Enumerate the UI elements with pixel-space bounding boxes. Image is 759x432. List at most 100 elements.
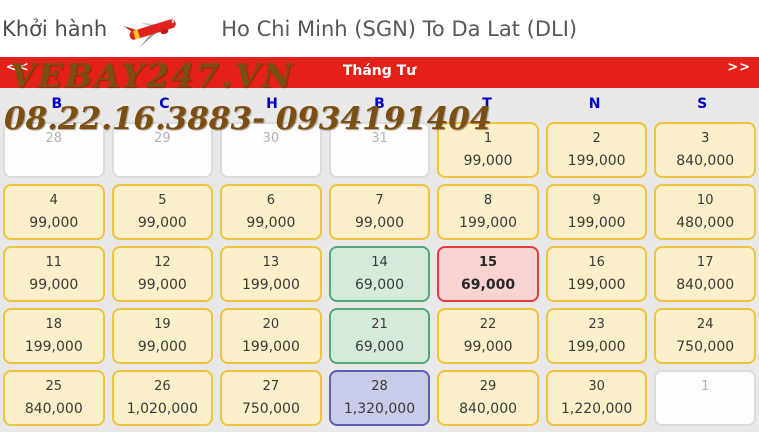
day-number: 28 <box>45 131 63 146</box>
fare-price: 69,000 <box>354 277 404 293</box>
day-number: 16 <box>588 255 605 270</box>
weekday-label: C <box>159 96 170 112</box>
fare-cell[interactable]: 1 99,000 <box>437 122 539 178</box>
day-number: 18 <box>45 317 63 332</box>
day-number: 30 <box>588 379 605 394</box>
fare-cell[interactable]: 5 99,000 <box>111 184 214 240</box>
weekday-label: B <box>374 96 385 112</box>
fare-cell[interactable]: 18 199,000 <box>3 308 105 364</box>
fare-cell[interactable]: 4 99,000 <box>3 184 105 240</box>
fare-cell[interactable]: 21 69,000 <box>328 308 431 364</box>
fare-price: 99,000 <box>463 153 513 169</box>
fare-price: 840,000 <box>459 401 518 417</box>
fare-price: 199,000 <box>567 339 626 355</box>
fare-cell[interactable]: 2 199,000 <box>545 122 648 178</box>
fare-price: 99,000 <box>463 339 513 355</box>
day-number: 2 <box>592 131 601 146</box>
fare-cell: 30 <box>220 122 322 178</box>
fare-cell[interactable]: 10 480,000 <box>654 184 756 240</box>
weekday-label: N <box>588 96 601 112</box>
fare-cell[interactable]: 20 199,000 <box>220 308 322 364</box>
day-number: 13 <box>262 255 280 270</box>
fare-cell[interactable]: 7 99,000 <box>328 184 431 240</box>
fare-cell[interactable]: 14 69,000 <box>328 246 431 302</box>
day-number: 30 <box>262 131 280 146</box>
fare-price: 750,000 <box>676 339 735 355</box>
fare-price: 199,000 <box>567 215 626 231</box>
day-number: 15 <box>479 255 498 270</box>
fare-price: 1,320,000 <box>343 401 416 417</box>
day-number: 6 <box>266 193 276 208</box>
day-number: 27 <box>262 379 280 394</box>
fare-price: 750,000 <box>241 401 300 417</box>
fare-cell[interactable]: 29 840,000 <box>437 370 539 426</box>
fare-cell: 29 <box>111 122 214 178</box>
fare-cell[interactable]: 24 750,000 <box>654 308 756 364</box>
fare-cell[interactable]: 12 99,000 <box>111 246 214 302</box>
fare-cell[interactable]: 30 1,220,000 <box>545 370 648 426</box>
fare-price: 199,000 <box>24 339 83 355</box>
day-number: 10 <box>696 193 714 208</box>
weekday-label: T <box>482 96 492 112</box>
departure-label: Khởi hành <box>2 16 108 41</box>
day-number: 17 <box>696 255 714 270</box>
day-number: 12 <box>154 255 171 270</box>
fare-price: 199,000 <box>241 339 300 355</box>
fare-cell[interactable]: 23 199,000 <box>545 308 648 364</box>
fare-cell[interactable]: 3 840,000 <box>654 122 756 178</box>
day-number: 9 <box>592 193 601 208</box>
fare-cell[interactable]: 22 99,000 <box>437 308 539 364</box>
fare-price: 69,000 <box>354 339 404 355</box>
fare-price: 199,000 <box>567 153 626 169</box>
fare-price: 840,000 <box>676 153 735 169</box>
fare-cell[interactable]: 9 199,000 <box>545 184 648 240</box>
calendar-grid: 28 29 30 31 1 99,000 2 199,000 3 840,000 4 99,000 5 9… <box>0 122 759 426</box>
fare-price: 99,000 <box>354 215 404 231</box>
fare-cell[interactable]: 11 99,000 <box>3 246 105 302</box>
fare-price: 1,020,000 <box>126 401 198 417</box>
fare-cell: 31 <box>328 122 431 178</box>
day-number: 26 <box>154 379 171 394</box>
day-number: 3 <box>701 131 710 146</box>
fare-price: 99,000 <box>137 339 187 355</box>
day-number: 14 <box>371 255 388 270</box>
day-number: 4 <box>49 193 58 208</box>
fare-cell[interactable]: 25 840,000 <box>3 370 105 426</box>
day-number: 31 <box>371 131 388 146</box>
fare-price: 480,000 <box>676 215 735 231</box>
fare-cell[interactable]: 27 750,000 <box>220 370 322 426</box>
day-number: 28 <box>371 379 388 394</box>
weekday-label: S <box>697 96 708 112</box>
day-number: 1 <box>483 131 493 146</box>
fare-cell: 1 <box>654 370 756 426</box>
fare-cell[interactable]: 8 199,000 <box>437 184 539 240</box>
fare-price: 99,000 <box>29 277 79 293</box>
fare-cell[interactable]: 15 69,000 <box>437 246 539 302</box>
day-number: 19 <box>154 317 171 332</box>
fare-price: 199,000 <box>567 277 626 293</box>
day-number: 24 <box>696 317 714 332</box>
route-title: Ho Chi Minh (SGN) To Da Lat (DLI) <box>221 16 578 41</box>
fare-price: 69,000 <box>461 277 516 293</box>
fare-cell[interactable]: 26 1,020,000 <box>111 370 214 426</box>
fare-cell[interactable]: 19 99,000 <box>111 308 214 364</box>
fare-price: 840,000 <box>24 401 83 417</box>
fare-cell: 28 <box>3 122 105 178</box>
month-title: Tháng Tư <box>342 62 417 79</box>
next-month-button[interactable]: >> <box>727 60 751 75</box>
fare-cell[interactable]: 6 99,000 <box>220 184 322 240</box>
fare-cell[interactable]: 28 1,320,000 <box>328 370 431 426</box>
fare-cell[interactable]: 13 199,000 <box>220 246 322 302</box>
day-number: 7 <box>375 193 384 208</box>
day-number: 23 <box>588 317 605 332</box>
fare-price: 840,000 <box>676 277 735 293</box>
fare-cell[interactable]: 16 199,000 <box>545 246 648 302</box>
fare-price: 99,000 <box>29 215 79 231</box>
fare-cell[interactable]: 17 840,000 <box>654 246 756 302</box>
prev-month-button[interactable]: << <box>6 60 30 75</box>
day-number: 21 <box>371 317 388 332</box>
day-number: 11 <box>45 255 63 270</box>
vietjet-plane-logo-icon <box>121 10 183 48</box>
fare-price: 1,220,000 <box>561 401 633 417</box>
